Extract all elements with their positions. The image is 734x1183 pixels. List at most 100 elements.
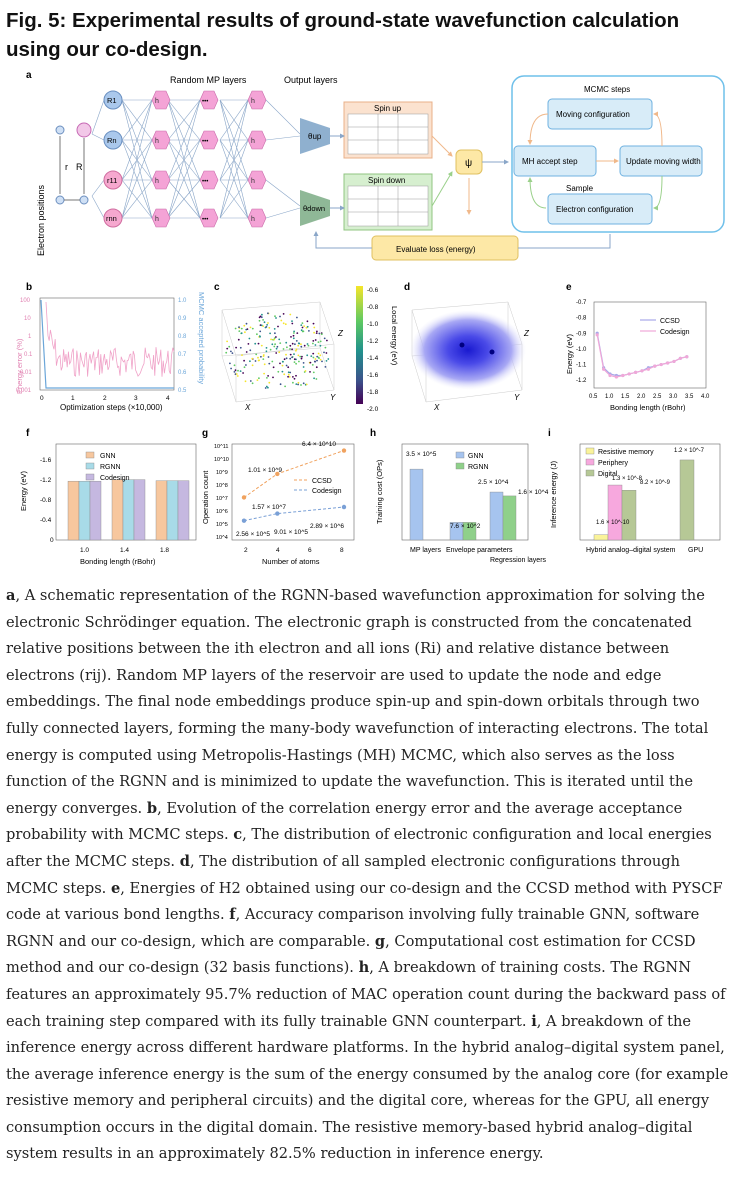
node-rnn: rnn (106, 214, 117, 223)
ellipsis-2: ••• (202, 139, 208, 145)
e-ytick: -0.7 (576, 300, 587, 306)
moving-configuration-label: Moving configuration (556, 110, 630, 119)
e-point-codesign (685, 355, 689, 359)
sample-point (282, 348, 285, 350)
svg-text:h: h (251, 216, 255, 223)
sample-point (292, 334, 295, 337)
e-xtick: 2.5 (653, 394, 662, 400)
sample-point (226, 340, 229, 343)
h-legend-rgnn: RGNN (468, 464, 489, 471)
i-legend-resistive: Resistive memory (598, 449, 654, 456)
sample-point (313, 331, 315, 334)
sample-point (309, 361, 312, 364)
sample-point (267, 322, 269, 324)
b-ylabel: Energy error (%) (15, 338, 24, 394)
c-z-axis: Z (337, 329, 344, 338)
e-xtick: 1.5 (621, 394, 630, 400)
caption-f-text: , Accuracy comparison involving fully tr… (6, 906, 700, 950)
caption-b-text: , Evolution of the correlation energy er… (6, 799, 683, 844)
sample-point (278, 351, 281, 354)
sample-point (300, 357, 303, 360)
sample-point (313, 377, 315, 380)
f-legend-rgnn: RGNN (100, 464, 121, 471)
f-legend-codesign-swatch (85, 473, 95, 481)
sample-point (267, 386, 269, 389)
sample-point (300, 345, 303, 348)
i-legend-resistive-swatch (585, 447, 595, 455)
sample-point (262, 358, 265, 360)
cbar-tick-3: -1.2 (367, 338, 379, 345)
mcmc-box (511, 75, 725, 233)
colorbar (356, 286, 363, 404)
sample-point (326, 339, 328, 342)
sample-point (262, 325, 264, 327)
e-xtick: 1.0 (605, 394, 614, 400)
sample-point (301, 330, 304, 333)
sample-point (295, 340, 298, 342)
sample-point (314, 358, 317, 360)
e-point-codesign (621, 373, 625, 378)
f-bar (122, 479, 135, 541)
h-legend-gnn: GNN (468, 453, 484, 460)
f-bar (155, 480, 168, 541)
g-xtick-3: 8 (340, 547, 344, 554)
h-ann-0: 3.5 × 10^5 (406, 451, 437, 458)
e-xtick: 3.0 (669, 394, 678, 400)
mh-accept-step-label: MH accept step (522, 157, 578, 166)
e-ytick: -0.9 (576, 331, 587, 337)
sample-point (245, 364, 247, 366)
f-xtick-0: 1.0 (80, 547, 89, 554)
b-ytick-4: 0.01 (20, 370, 32, 376)
b-xtick-3: 3 (134, 395, 138, 402)
panel-b-letter: b (26, 282, 32, 293)
e-point-codesign (595, 333, 599, 337)
d-x-axis: X (433, 403, 440, 412)
g-point-star (341, 448, 347, 453)
sample-point (319, 340, 322, 343)
g-xlabel: Number of atoms (262, 557, 320, 566)
caption-h-label: h (358, 959, 370, 977)
c-x-axis: X (244, 403, 251, 412)
sample-point (235, 373, 238, 375)
h-legend-gnn-swatch (455, 451, 465, 459)
sample-point (251, 382, 254, 385)
sample-point (315, 366, 318, 369)
sample-point (239, 370, 242, 372)
sample-point (234, 369, 237, 372)
sample-point (285, 353, 287, 356)
panel-f: f Energy (eV) Bonding length (rBohr) -1.… (19, 428, 197, 566)
c-y-axis: Y (330, 393, 336, 402)
sample-point (270, 338, 272, 341)
e-point-codesign (614, 375, 619, 379)
g-xtick-2: 6 (308, 547, 312, 554)
f-ytick-4: 0 (50, 537, 54, 544)
f-xtick-2: 1.8 (160, 547, 169, 554)
sample-point (242, 372, 245, 374)
d-y-axis: Y (514, 393, 520, 402)
sample-point (245, 322, 248, 325)
sample-point (314, 344, 317, 346)
sample-point (288, 376, 291, 378)
sample-point (262, 319, 264, 321)
g-legend-ccsd: CCSD (312, 478, 332, 485)
sample-point (312, 342, 314, 345)
sample-point (265, 326, 268, 328)
sample-point (319, 344, 322, 347)
sample-point (306, 343, 309, 345)
sample-point (302, 382, 305, 385)
e-ytick: -1.0 (576, 347, 587, 353)
sample-point (300, 329, 303, 332)
sample-point (286, 346, 288, 349)
sample-point (274, 332, 276, 335)
sample-point (295, 349, 297, 352)
sample-point (308, 330, 310, 332)
sample-point (243, 359, 246, 362)
sample-point (291, 348, 293, 351)
g-xtick-0: 2 (244, 547, 248, 554)
sample-point (295, 383, 298, 385)
h-cat-2: Regression layers (490, 557, 547, 564)
evaluate-loss-label: Evaluate loss (energy) (396, 245, 476, 254)
sample-point (316, 330, 318, 333)
f-ytick-0: -1.6 (40, 457, 52, 464)
e-plot: 0.5 1.0 1.5 2.0 2.5 3.0 3.5 4.0 -0.7 -0.8 -0.9 -1.0… (576, 300, 710, 400)
